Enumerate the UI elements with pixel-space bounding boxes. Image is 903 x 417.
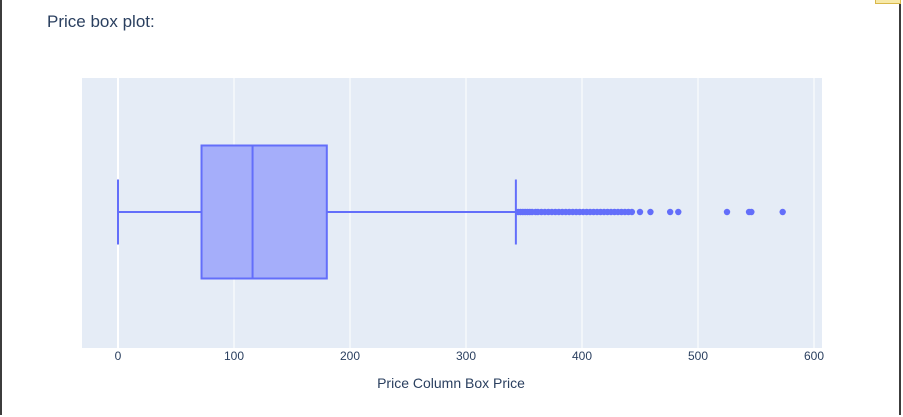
x-tick-0: 0 bbox=[115, 349, 122, 363]
iqr-box bbox=[200, 144, 328, 280]
outlier-point bbox=[675, 208, 682, 216]
outlier-point bbox=[666, 208, 674, 216]
x-tick-300: 300 bbox=[456, 349, 476, 363]
outlier-point bbox=[628, 208, 636, 216]
x-tick-500: 500 bbox=[688, 349, 708, 363]
outlier-point bbox=[636, 208, 644, 216]
x-tick-600: 600 bbox=[804, 349, 824, 363]
outlier-points[interactable] bbox=[515, 208, 786, 216]
x-tick-labels: 0 100 200 300 400 500 600 bbox=[115, 349, 825, 363]
chart-heading: Price box plot: bbox=[47, 12, 155, 31]
box-trace[interactable] bbox=[117, 144, 517, 280]
outlier-point bbox=[647, 208, 654, 216]
x-axis-title: Price Column Box Price bbox=[377, 375, 525, 391]
corner-tab bbox=[875, 0, 901, 4]
x-tick-200: 200 bbox=[340, 349, 360, 363]
outlier-point bbox=[779, 208, 786, 216]
outlier-point bbox=[723, 208, 731, 216]
outlier-point bbox=[748, 208, 755, 216]
x-tick-400: 400 bbox=[572, 349, 592, 363]
x-tick-100: 100 bbox=[224, 349, 244, 363]
